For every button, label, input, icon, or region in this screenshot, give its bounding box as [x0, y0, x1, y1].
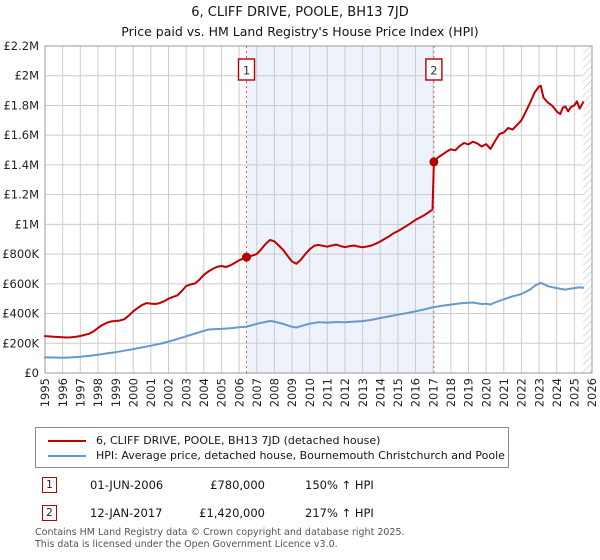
sale-2-flag-label: 2: [430, 64, 437, 78]
license-footer: Contains HM Land Registry data © Crown c…: [35, 527, 405, 550]
x-axis-tick-label: 2020: [479, 378, 493, 407]
footer-line-1: Contains HM Land Registry data © Crown c…: [35, 527, 405, 538]
x-axis-tick-label: 2017: [426, 378, 440, 407]
x-axis-tick-label: 2009: [285, 378, 299, 407]
sale-1-flag-label: 1: [243, 64, 250, 78]
page-title: 6, CLIFF DRIVE, POOLE, BH13 7JD: [191, 5, 409, 20]
plot-border: [44, 45, 593, 374]
y-axis-tick-label: £200K: [2, 336, 39, 350]
legend-label-property: 6, CLIFF DRIVE, POOLE, BH13 7JD (detache…: [96, 434, 381, 447]
y-axis-tick-label: £1.2M: [3, 188, 39, 202]
x-axis-tick-label: 2003: [179, 378, 193, 407]
x-axis-tick-label: 2000: [126, 378, 140, 407]
sale-2-hpi-delta: 217% ↑ HPI: [305, 505, 374, 520]
between-sales-shading: [246, 46, 434, 373]
y-axis-tick-label: £1.4M: [3, 158, 39, 172]
sale-1-flag-box: [237, 58, 256, 81]
sale-1-price: £780,000: [210, 477, 265, 492]
y-axis-tick-label: £1.6M: [3, 128, 39, 142]
x-axis-tick-label: 2015: [391, 378, 405, 407]
x-axis-tick-label: 1998: [91, 378, 105, 407]
y-axis-tick-label: £1M: [14, 217, 39, 231]
x-axis-tick-label: 1997: [73, 378, 87, 407]
y-axis-tick-label: £600K: [2, 277, 39, 291]
sale-1-number-box: 1: [42, 476, 57, 493]
sale-annotations: 1 01-JUN-2006 £780,000 150% ↑ HPI 2 12-J…: [42, 476, 582, 532]
legend-item-hpi: HPI: Average price, detached house, Bour…: [48, 448, 508, 463]
chart-legend: 6, CLIFF DRIVE, POOLE, BH13 7JD (detache…: [35, 427, 509, 468]
x-axis-tick-label: 2006: [232, 378, 246, 407]
price-history-chart: 1 2 £0 £200K £400K £600K £800K £1M £1.2M £1.4M £1.…: [2, 39, 599, 407]
y-axis-tick-label: £2M: [14, 69, 39, 83]
sale-2-marker-dot: [429, 157, 439, 167]
x-axis-tick-label: 1999: [109, 378, 123, 407]
sale-row-2: 2 12-JAN-2017 £1,420,000 217% ↑ HPI: [42, 504, 582, 521]
x-axis-tick-label: 2022: [515, 378, 529, 407]
x-axis-tick-label: 2016: [409, 378, 423, 407]
x-axis-tick-label: 1996: [56, 378, 70, 407]
legend-item-property: 6, CLIFF DRIVE, POOLE, BH13 7JD (detache…: [48, 433, 508, 448]
sale-row-1: 1 01-JUN-2006 £780,000 150% ↑ HPI: [42, 476, 582, 493]
x-axis-tick-label: 2008: [268, 378, 282, 407]
x-axis-tick-label: 2001: [144, 378, 158, 407]
x-axis-tick-label: 1995: [38, 378, 52, 407]
x-axis-tick-label: 2023: [532, 378, 546, 407]
property-line-swatch: [48, 439, 86, 442]
y-axis-tick-label: £800K: [2, 247, 39, 261]
x-axis-tick-label: 2004: [197, 378, 211, 407]
x-axis-tick-label: 2002: [162, 378, 176, 407]
sale-2-price: £1,420,000: [199, 505, 265, 520]
y-axis-tick-label: £1.8M: [3, 98, 39, 112]
sale-1-hpi-delta: 150% ↑ HPI: [305, 477, 374, 492]
y-axis-tick-label: £400K: [2, 307, 39, 321]
sale-1-marker-dot: [242, 252, 252, 262]
property-price-line: [44, 84, 585, 339]
x-axis-tick-label: 2013: [356, 378, 370, 407]
x-axis-tick-label: 2010: [303, 378, 317, 407]
x-axis-tick-label: 2019: [462, 378, 476, 407]
x-axis-tick-label: 2012: [338, 378, 352, 407]
y-axis-tick-label: £2.2M: [3, 39, 39, 53]
x-axis-tick-label: 2018: [444, 378, 458, 407]
legend-label-hpi: HPI: Average price, detached house, Bour…: [96, 449, 505, 462]
page-subtitle: Price paid vs. HM Land Registry's House …: [121, 24, 479, 39]
x-axis-tick-label: 2014: [373, 378, 387, 407]
x-axis-tick-label: 2024: [550, 378, 564, 407]
x-axis-tick-label: 2005: [215, 378, 229, 407]
x-axis-tick-label: 2007: [250, 378, 264, 407]
x-axis-tick-label: 2026: [585, 378, 599, 407]
sale-2-flag-box: [425, 58, 443, 81]
y-axis-tick-label: £0: [24, 366, 39, 380]
x-axis-tick-label: 2021: [497, 378, 511, 407]
x-axis-tick-label: 2011: [321, 378, 335, 407]
footer-line-2: This data is licensed under the Open Gov…: [35, 538, 338, 550]
sale-2-date: 12-JAN-2017: [90, 505, 163, 520]
hpi-line: [44, 281, 585, 359]
hpi-line-swatch: [48, 454, 86, 457]
sale-1-date: 01-JUN-2006: [90, 477, 164, 492]
sale-2-number-box: 2: [42, 504, 57, 521]
x-axis-tick-label: 2025: [568, 378, 582, 407]
future-hatch-region: [583, 46, 592, 373]
